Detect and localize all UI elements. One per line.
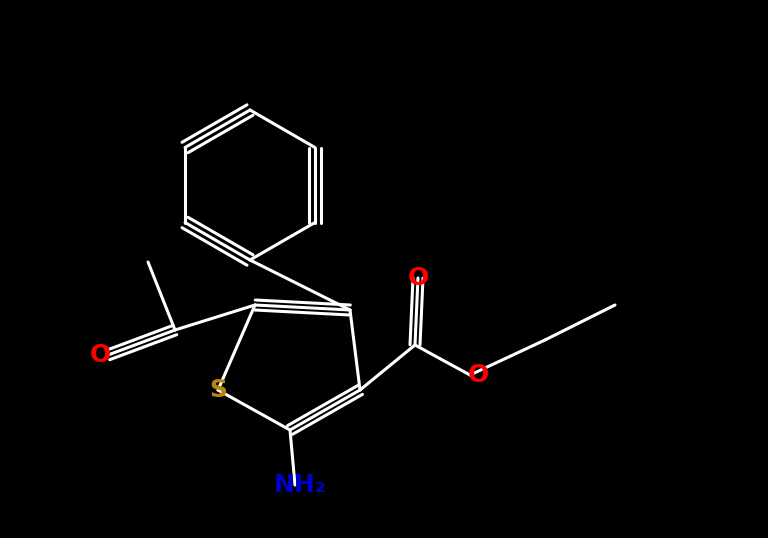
Text: O: O (407, 266, 429, 290)
Text: O: O (468, 363, 488, 387)
Text: NH₂: NH₂ (273, 473, 326, 497)
Text: S: S (209, 378, 227, 402)
Text: O: O (89, 343, 111, 367)
